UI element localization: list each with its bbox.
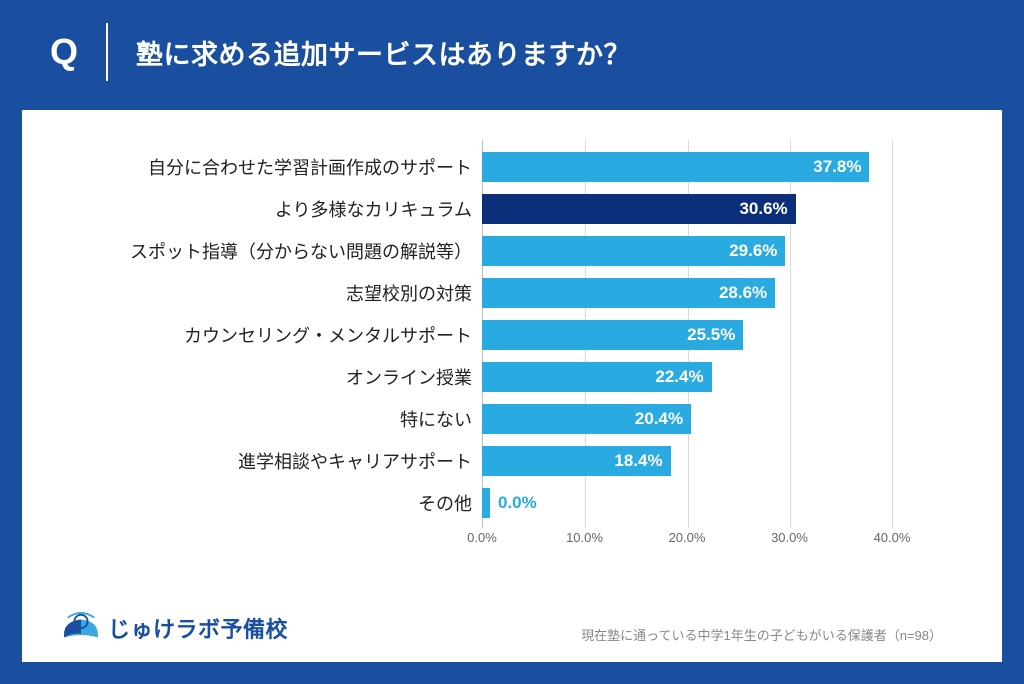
book-globe-icon	[62, 612, 100, 644]
bar-value: 28.6%	[719, 283, 767, 303]
bar-zone: 29.6%	[482, 236, 892, 266]
brand-name: じゅけラボ予備校	[108, 612, 288, 644]
bar-zone: 25.5%	[482, 320, 892, 350]
bar: 29.6%	[482, 236, 785, 266]
bar-row: カウンセリング・メンタルサポート 25.5%	[62, 314, 942, 356]
chart-area: 自分に合わせた学習計画作成のサポート 37.8% より多様なカリキュラム 30.6% ス…	[62, 140, 942, 578]
bar: 37.8%	[482, 152, 869, 182]
bar-label: 自分に合わせた学習計画作成のサポート	[62, 154, 482, 180]
bar-label: 進学相談やキャリアサポート	[62, 448, 482, 474]
question-header: Q 塾に求める追加サービスはありますか？	[0, 0, 1024, 110]
bar-label: 志望校別の対策	[62, 280, 482, 306]
bar-label: より多様なカリキュラム	[62, 196, 482, 222]
bar: 0.0%	[482, 488, 490, 518]
bar-zone: 22.4%	[482, 362, 892, 392]
brand-logo: じゅけラボ予備校	[62, 612, 288, 644]
bar-zone: 37.8%	[482, 152, 892, 182]
bar: 30.6%	[482, 194, 796, 224]
bar-value: 18.4%	[614, 451, 662, 471]
bar: 25.5%	[482, 320, 743, 350]
chart-panel: 自分に合わせた学習計画作成のサポート 37.8% より多様なカリキュラム 30.6% ス…	[22, 110, 1002, 662]
panel-footer: じゅけラボ予備校 現在塾に通っている中学1年生の子どもがいる保護者（n=98）	[62, 578, 942, 652]
bar-row: オンライン授業 22.4%	[62, 356, 942, 398]
bars-wrap: 自分に合わせた学習計画作成のサポート 37.8% より多様なカリキュラム 30.6% ス…	[62, 140, 942, 528]
x-tick: 0.0%	[467, 530, 497, 545]
bar-label: その他	[62, 490, 482, 516]
bar-zone: 0.0%	[482, 488, 892, 518]
bar-row: 自分に合わせた学習計画作成のサポート 37.8%	[62, 146, 942, 188]
bar-value: 20.4%	[635, 409, 683, 429]
bar: 28.6%	[482, 278, 775, 308]
q-label: Q	[50, 23, 108, 81]
bar: 20.4%	[482, 404, 691, 434]
main-area: 自分に合わせた学習計画作成のサポート 37.8% より多様なカリキュラム 30.6% ス…	[0, 110, 1024, 684]
bar-row: 進学相談やキャリアサポート 18.4%	[62, 440, 942, 482]
bar: 18.4%	[482, 446, 671, 476]
bar-row: 志望校別の対策 28.6%	[62, 272, 942, 314]
bar-zone: 30.6%	[482, 194, 892, 224]
chart-bars: 自分に合わせた学習計画作成のサポート 37.8% より多様なカリキュラム 30.6% ス…	[62, 140, 942, 524]
bar-label: スポット指導（分からない問題の解説等）	[62, 238, 482, 264]
bar-value: 29.6%	[729, 241, 777, 261]
question-text: 塾に求める追加サービスはありますか？	[108, 33, 631, 72]
bar-label: オンライン授業	[62, 364, 482, 390]
bar: 22.4%	[482, 362, 712, 392]
bar-row: より多様なカリキュラム 30.6%	[62, 188, 942, 230]
x-tick: 10.0%	[566, 530, 603, 545]
bar-label: カウンセリング・メンタルサポート	[62, 322, 482, 348]
bar-value: 30.6%	[739, 199, 787, 219]
bar-zone: 18.4%	[482, 446, 892, 476]
bar-label: 特にない	[62, 406, 482, 432]
bar-row: スポット指導（分からない問題の解説等） 29.6%	[62, 230, 942, 272]
sample-note: 現在塾に通っている中学1年生の子どもがいる保護者（n=98）	[581, 625, 942, 644]
bar-value: 25.5%	[687, 325, 735, 345]
x-tick: 40.0%	[874, 530, 911, 545]
bar-value: 22.4%	[655, 367, 703, 387]
bar-zone: 20.4%	[482, 404, 892, 434]
x-tick: 20.0%	[669, 530, 706, 545]
bar-row: 特にない 20.4%	[62, 398, 942, 440]
bar-row: その他0.0%	[62, 482, 942, 524]
bar-zone: 28.6%	[482, 278, 892, 308]
x-tick: 30.0%	[771, 530, 808, 545]
x-axis: 0.0%10.0%20.0%30.0%40.0%	[482, 528, 892, 550]
bar-value: 0.0%	[498, 493, 537, 513]
bar-value: 37.8%	[813, 157, 861, 177]
